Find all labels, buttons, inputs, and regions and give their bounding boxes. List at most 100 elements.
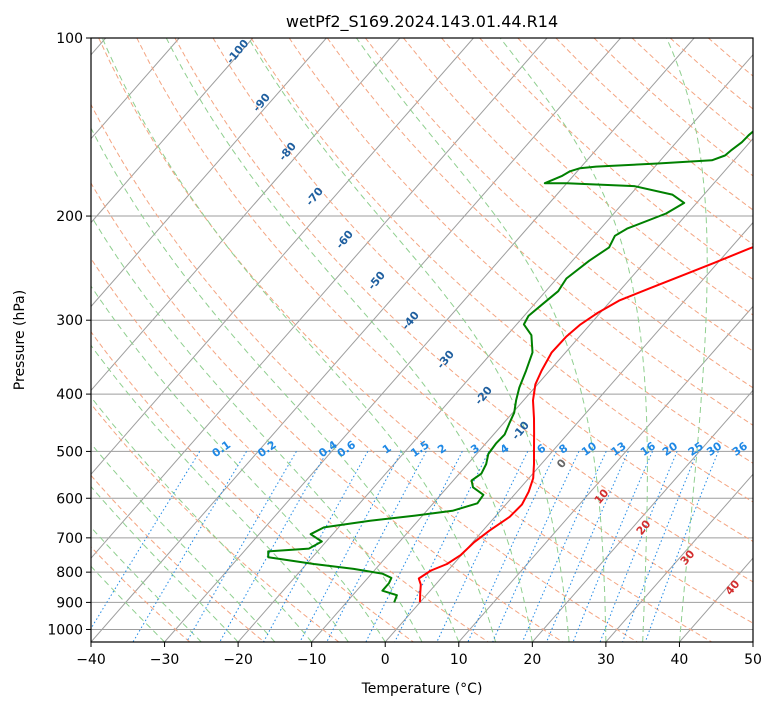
dry-adiabat-label: -70 [303, 185, 326, 209]
y-tick-label: 900 [56, 595, 83, 611]
mixing-ratio-line [299, 451, 402, 642]
dry-adiabat-label: -100 [224, 37, 252, 67]
moist-adiabat-line [666, 38, 708, 642]
x-tick-label: 50 [744, 652, 762, 668]
x-tick-label: 0 [381, 652, 390, 668]
mixing-ratio-label: 2 [435, 442, 449, 457]
dry-adiabat-line [91, 474, 265, 642]
mixing-ratio-label: 1 [380, 442, 394, 457]
isotherm-line [679, 557, 753, 642]
dry-adiabat-label: 20 [634, 517, 654, 537]
moist-adiabat-line [499, 38, 648, 642]
dry-adiabat-label: -60 [333, 228, 356, 252]
dry-adiabat-label: -50 [365, 269, 388, 293]
mixing-ratio-label: 3 [468, 442, 482, 457]
mixing-ratio-label: 20 [660, 439, 680, 459]
mixing-ratio-label: 4 [498, 441, 512, 456]
dry-adiabat-line [441, 38, 753, 316]
x-tick-label: 40 [671, 652, 689, 668]
mixing-ratio-label: 6 [534, 441, 548, 456]
mixing-ratio-line [394, 451, 490, 642]
dry-adiabat-label: -40 [399, 309, 422, 333]
isotherm-line [458, 305, 753, 642]
mixing-ratio-line [326, 451, 427, 642]
x-axis-ticks: −40 −30 −20 −10 0 10 20 30 40 50 [76, 642, 762, 668]
dry-adiabat-label: 10 [592, 486, 612, 506]
moist-adiabat-line [91, 442, 276, 642]
y-axis-label: Pressure (hPa) [12, 290, 28, 390]
dry-adiabat-label: 30 [678, 547, 698, 567]
moist-adiabat-line [91, 396, 313, 642]
isotherm-line [91, 38, 254, 224]
mixing-ratio-label: 1.5 [408, 438, 431, 460]
moist-adiabat-line [165, 38, 533, 642]
x-tick-label: 10 [450, 652, 468, 668]
dry-adiabat-line [174, 38, 753, 583]
mixing-ratio-label: 0.6 [335, 438, 359, 460]
dry-adiabat-line [91, 331, 414, 642]
mixing-ratio-line [622, 451, 699, 642]
y-tick-label: 400 [56, 387, 83, 403]
mixing-ratio-line [219, 451, 328, 642]
dry-adiabat-line [91, 257, 489, 642]
x-tick-label: −30 [150, 652, 180, 668]
x-tick-label: −40 [76, 652, 106, 668]
dry-adiabat-label: -10 [509, 419, 532, 443]
dry-adiabat-line [91, 103, 638, 642]
mixing-ratio-line [186, 451, 297, 642]
moist-adiabat-line [91, 214, 423, 642]
moist-adiabat-line [101, 38, 497, 642]
dry-adiabat-label: 40 [723, 577, 743, 597]
y-tick-label: 300 [56, 313, 83, 329]
dry-adiabat-line [91, 403, 340, 642]
dry-adiabat-line [250, 38, 753, 503]
mixing-ratio-line [599, 451, 678, 642]
mixing-ratio-line [644, 451, 719, 642]
mixing-ratio-line [572, 451, 653, 642]
moist-adiabat-line [91, 285, 386, 642]
mixing-ratio-line [365, 451, 463, 642]
mixing-ratio-label: 36 [730, 439, 750, 459]
dry-adiabat-label: -20 [472, 384, 495, 408]
moist-adiabat-line [247, 38, 570, 642]
dry-adiabat-label: -90 [250, 91, 273, 115]
mixing-ratio-label: 10 [579, 439, 599, 459]
dry-adiabat-line [91, 182, 563, 642]
dry-adiabat-line [707, 38, 753, 77]
isotherm-line [91, 38, 621, 642]
dry-adiabat-label: 0 [554, 456, 569, 470]
x-tick-label: 20 [523, 652, 541, 668]
dry-adiabat-line [555, 38, 753, 211]
moist-adiabat-line [355, 38, 607, 642]
y-tick-label: 500 [56, 444, 83, 460]
dry-adiabat-line [91, 546, 191, 642]
isotherm-line [164, 38, 695, 642]
isotherm-line [752, 641, 753, 642]
dewpoint-profile-line [267, 130, 753, 603]
isotherm-line [91, 38, 548, 559]
y-axis-ticks: 100 200 300 400 500 600 700 800 900 1000 [47, 31, 91, 638]
y-tick-label: 1000 [47, 622, 83, 638]
mixing-ratio-label: 16 [638, 439, 658, 459]
isotherm-line [605, 473, 753, 642]
dry-adiabat-label: -30 [434, 348, 457, 372]
mixing-ratio-label: 0.2 [255, 438, 278, 460]
mixing-ratio-label: 25 [686, 439, 706, 458]
dry-adiabat-line [212, 38, 753, 543]
x-tick-label: −20 [223, 652, 253, 668]
y-tick-label: 200 [56, 209, 83, 225]
mixing-ratio-line [467, 451, 557, 642]
plot-area [91, 38, 753, 642]
moist-adiabat-line [91, 344, 349, 642]
plot-frame [90, 37, 754, 643]
chart-title: wetPf2_S169.2024.143.01.44.R14 [286, 12, 558, 32]
mixing-ratio-label: 8 [557, 442, 571, 457]
isotherm-line [91, 38, 474, 475]
mixing-ratio-line [91, 451, 201, 630]
isotherm-line [531, 389, 753, 642]
temperature-profile-line [417, 246, 753, 603]
mixing-ratio-line [492, 451, 580, 642]
moist-adiabat-line [91, 485, 239, 642]
